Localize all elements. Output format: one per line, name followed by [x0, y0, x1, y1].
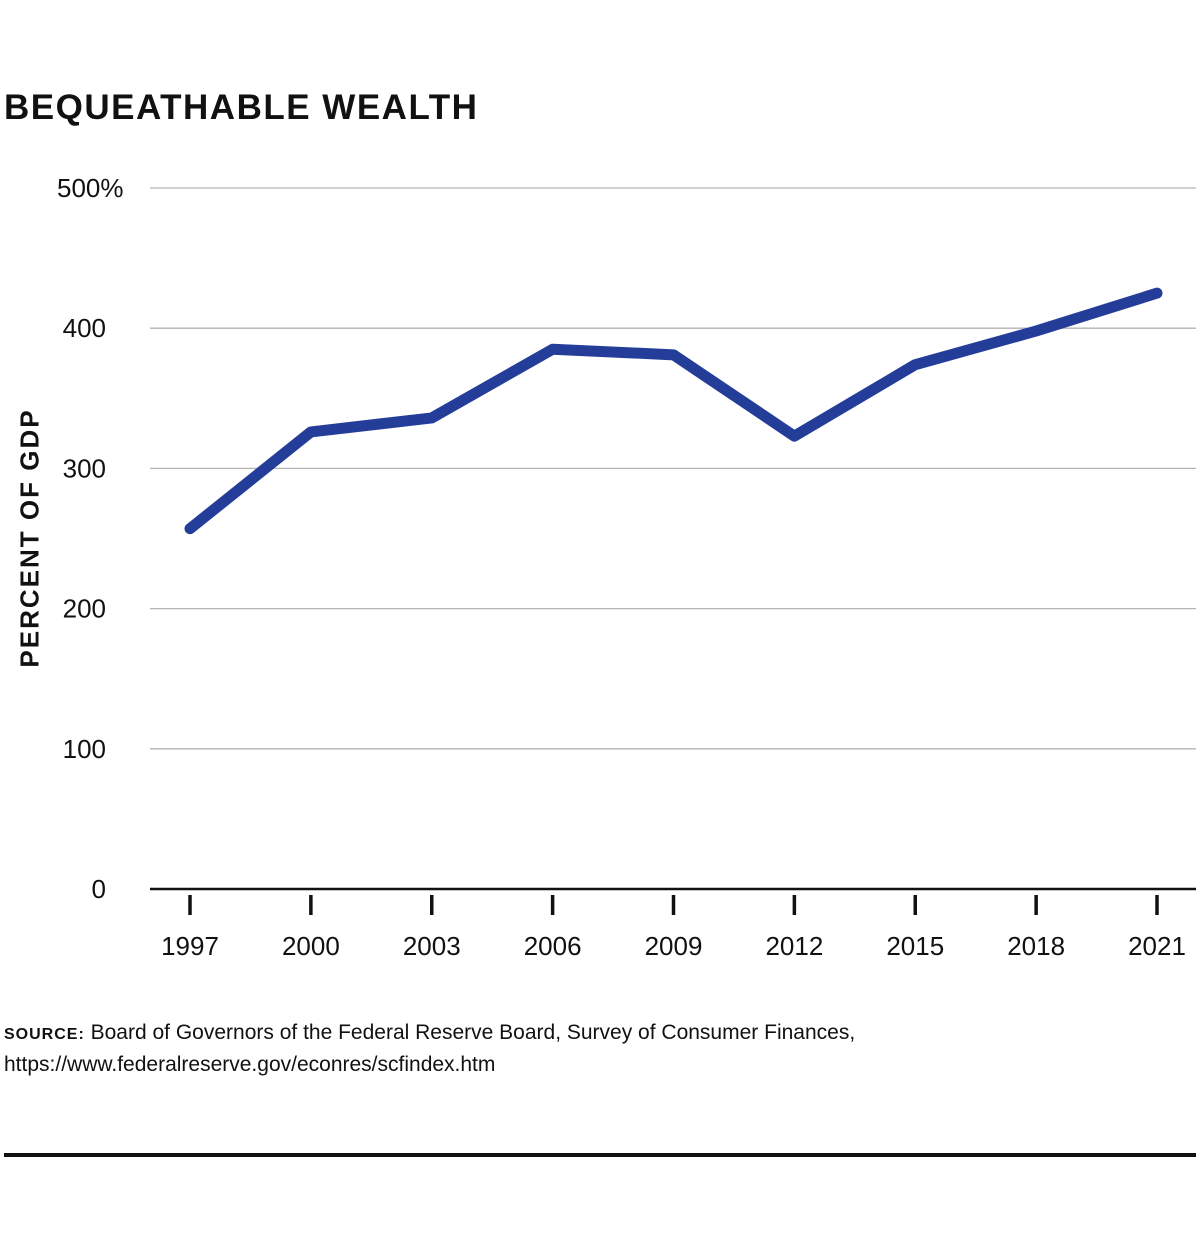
- x-tick-label: 2015: [886, 931, 944, 961]
- x-tick-label: 2018: [1007, 931, 1065, 961]
- y-tick-label: 300: [63, 453, 106, 483]
- x-tick-label: 2009: [645, 931, 703, 961]
- gridlines: [150, 187, 1196, 750]
- source-label: Source:: [4, 1026, 85, 1043]
- y-tick-label: 500%: [57, 173, 124, 203]
- series-group: [184, 287, 1163, 535]
- bottom-rule: [4, 1153, 1196, 1157]
- y-tick-label: 400: [63, 313, 106, 343]
- line-chart: 0 100 200 300 400 500% 1997 2000 2003 2006 2009 20…: [57, 173, 1196, 961]
- source-text: Board of Governors of the Federal Reserv…: [4, 1021, 856, 1076]
- x-tick-label: 1997: [161, 931, 219, 961]
- y-tick-labels: 0 100 200 300 400 500%: [57, 173, 124, 904]
- x-tick-label: 2000: [282, 931, 340, 961]
- x-tick-label: 2012: [765, 931, 823, 961]
- x-tick-label: 2003: [403, 931, 461, 961]
- y-tick-label: 100: [63, 734, 106, 764]
- y-tick-label: 200: [63, 594, 106, 624]
- x-tick-label: 2006: [524, 931, 582, 961]
- x-tick-label: 2021: [1128, 931, 1186, 961]
- x-axis: 1997 2000 2003 2006 2009 2012 2015 2018 2021: [150, 887, 1196, 961]
- y-tick-label: 0: [92, 874, 106, 904]
- chart-title: BEQUEATHABLE WEALTH: [4, 88, 479, 127]
- source-note: Source: Board of Governors of the Federa…: [4, 1018, 1104, 1080]
